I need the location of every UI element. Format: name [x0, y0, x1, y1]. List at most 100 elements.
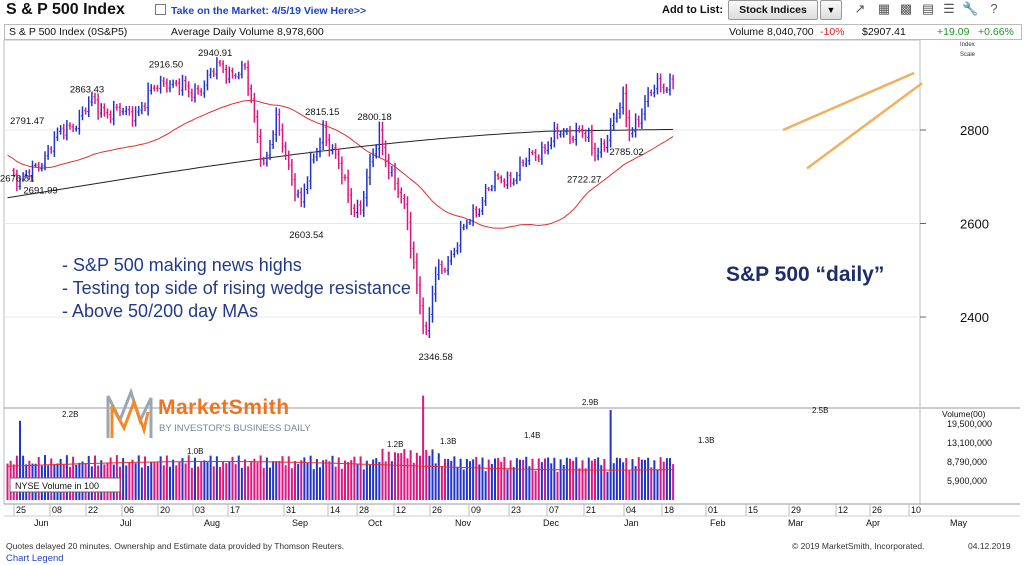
volume-label: 2.9B	[582, 398, 598, 407]
volume-bar	[375, 458, 378, 500]
volume-bar	[625, 458, 628, 500]
price-tick-label: 2600	[960, 217, 989, 232]
volume-bar	[331, 455, 334, 500]
x-month-label: Jan	[624, 518, 639, 528]
volume-bar	[328, 461, 331, 500]
volume-bar	[356, 464, 359, 500]
list-icon[interactable]: ☰	[943, 1, 955, 16]
volume-bar	[469, 461, 471, 500]
volume-bar	[444, 458, 446, 500]
volume-bar	[131, 459, 134, 500]
volume-bar	[181, 458, 184, 500]
volume-bar	[19, 420, 21, 500]
volume-bar	[537, 458, 540, 500]
x-day-label: 31	[286, 505, 296, 515]
logo-brand: MarketSmith	[158, 396, 290, 419]
list-select[interactable]: Stock Indices	[728, 0, 818, 20]
volume-bar	[259, 455, 262, 500]
volume-bar	[584, 468, 587, 500]
volume-bar	[659, 457, 662, 500]
table-icon[interactable]: ▦	[877, 1, 891, 16]
volume-bar	[665, 458, 668, 500]
price-label: 2916.50	[149, 60, 183, 71]
info-bar: S & P 500 Index (0S&P5) Average Daily Vo…	[4, 24, 1022, 40]
volume-bar	[500, 461, 503, 500]
bullet-3: - Above 50/200 day MAs	[62, 301, 258, 321]
volume-axis-title: Volume(00)	[942, 409, 986, 419]
volume-bar	[219, 467, 221, 500]
x-month-label: Jun	[34, 518, 49, 528]
ma50-line	[7, 100, 674, 229]
volume-bar	[6, 463, 9, 500]
volume-bar	[350, 460, 353, 500]
volume-bar	[194, 457, 196, 500]
volume-bar	[262, 467, 265, 500]
scale-label-1: Index	[960, 42, 975, 48]
line-chart-icon[interactable]: ↗	[854, 1, 866, 16]
volume-bar	[637, 457, 640, 500]
volume-bar	[590, 460, 593, 500]
x-day-label: 28	[359, 505, 369, 515]
volume-bar	[409, 450, 412, 500]
wedge-upper-line	[782, 71, 915, 132]
volume-bar	[384, 461, 387, 500]
volume-bar	[456, 467, 459, 500]
volume-label: 1.3B	[440, 437, 456, 446]
volume-bar	[581, 460, 584, 500]
volume-bar	[250, 460, 253, 500]
promo-link[interactable]: Take on the Market: 4/5/19 View Here>>	[155, 4, 366, 17]
volume-bar	[222, 461, 225, 500]
volume-bar	[134, 463, 137, 500]
price-change-pct: +0.66%	[978, 26, 1014, 38]
volume-bar	[578, 468, 581, 500]
volume-bar	[281, 456, 284, 500]
volume-label: 1.0B	[187, 447, 203, 456]
x-day-label: 18	[664, 505, 674, 515]
bar-chart-icon[interactable]: ▤	[921, 1, 935, 16]
volume-bar	[653, 460, 656, 500]
price-chart: 2.2B 1.0B 1.2B 1.3B 1.4B 2.9B 1.3B 2.5B 2676.81…	[0, 40, 1020, 528]
price-change: +19.09	[937, 26, 970, 38]
volume-bar	[434, 463, 437, 500]
volume-bar	[240, 467, 243, 500]
list-dropdown-button[interactable]: ▼	[820, 0, 842, 20]
volume-bar	[462, 469, 465, 500]
volume-bar	[628, 470, 631, 500]
x-day-label: 25	[16, 505, 26, 515]
volume-bar	[612, 463, 615, 500]
add-to-list-label: Add to List:	[662, 4, 724, 16]
x-day-label: 26	[432, 505, 442, 515]
grid-icon[interactable]: ▩	[899, 1, 913, 16]
volume-bar	[353, 456, 356, 500]
wrench-icon[interactable]: 🔧	[962, 1, 979, 16]
volume-bar	[137, 455, 140, 500]
x-month-label: Apr	[866, 518, 880, 528]
volume-bar	[656, 469, 659, 500]
price-label: 2815.15	[305, 107, 339, 118]
x-day-label: 22	[88, 505, 98, 515]
grid-lines	[4, 129, 920, 318]
volume-bar	[465, 458, 468, 500]
volume-bar	[297, 464, 300, 500]
volume-bar	[256, 462, 259, 500]
volume-bar	[572, 460, 575, 500]
chart-legend-link[interactable]: Chart Legend	[6, 553, 64, 564]
x-month-label: Dec	[543, 518, 560, 528]
volume-bar	[128, 462, 131, 500]
help-icon[interactable]: ?	[990, 1, 998, 16]
volume-bar	[172, 459, 175, 500]
volume-bar	[290, 468, 293, 500]
volume-bar	[490, 463, 493, 500]
volume-tick-label: 5,900,000	[947, 476, 987, 486]
volume-bar	[540, 462, 543, 500]
volume-bar	[450, 460, 453, 500]
x-axis: 25 08 22 06 20 03 17 31 14 28 12 26 09 23 07 21 04 18 01 15…	[4, 503, 1020, 528]
volume-bar	[597, 457, 600, 500]
volume-bar	[190, 467, 193, 500]
promo-checkbox[interactable]	[155, 4, 166, 15]
volume-bar	[122, 458, 125, 500]
promo-text[interactable]: Take on the Market: 4/5/19 View Here>>	[171, 5, 367, 17]
volume-bar	[315, 459, 318, 500]
volume-bar	[615, 457, 618, 500]
volume-bar	[415, 452, 418, 500]
